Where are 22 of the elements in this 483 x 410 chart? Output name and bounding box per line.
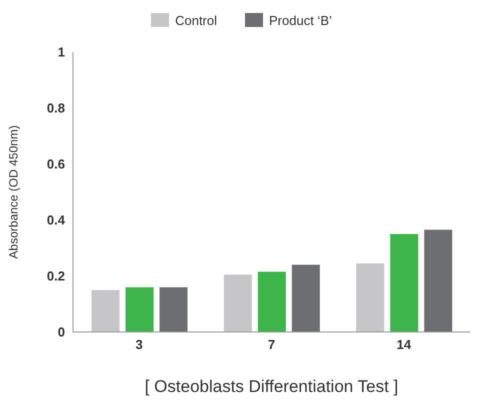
bar bbox=[160, 287, 188, 332]
y-tick-label: 0.2 bbox=[46, 268, 65, 284]
y-tick-label: 0.8 bbox=[46, 100, 65, 116]
bar bbox=[92, 290, 120, 332]
y-tick-label: 0.4 bbox=[46, 212, 66, 228]
y-axis-title: Absorbance (OD 450nm) bbox=[6, 125, 20, 259]
x-tick-label: 3 bbox=[136, 337, 143, 352]
bar bbox=[424, 230, 452, 332]
x-tick-label: 14 bbox=[396, 337, 412, 352]
x-axis-title: [ Osteoblasts Differentiation Test ] bbox=[144, 377, 398, 396]
y-tick-label: 0.6 bbox=[46, 156, 65, 172]
bar bbox=[258, 272, 286, 332]
y-tick-label: 0 bbox=[58, 324, 65, 340]
bar bbox=[390, 234, 418, 332]
legend-label: Control bbox=[174, 12, 218, 28]
bar bbox=[126, 287, 154, 332]
y-tick-label: 1 bbox=[58, 44, 65, 60]
bar bbox=[224, 274, 252, 332]
x-tick-label: 7 bbox=[268, 337, 276, 352]
bar bbox=[292, 264, 320, 332]
bar bbox=[356, 263, 384, 332]
legend-label: Product ‘B’ bbox=[268, 12, 332, 28]
